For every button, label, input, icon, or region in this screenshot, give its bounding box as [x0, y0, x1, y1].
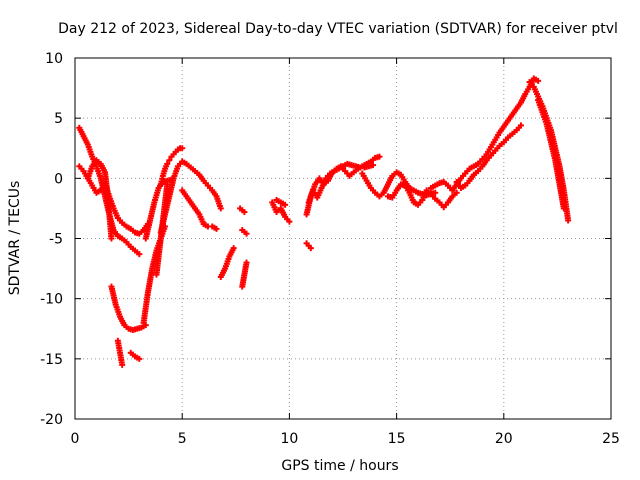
data-point — [376, 153, 383, 160]
data-points — [76, 75, 572, 368]
x-axis-label: GPS time / hours — [281, 458, 398, 474]
data-point — [213, 225, 220, 232]
y-tick-label: -15 — [40, 352, 63, 368]
y-tick-label: 10 — [45, 51, 63, 67]
data-point — [136, 251, 143, 258]
x-tick-label: 25 — [602, 431, 620, 447]
data-point — [286, 218, 293, 225]
data-point — [164, 181, 171, 188]
x-tick-label: 10 — [280, 431, 298, 447]
x-tick-label: 0 — [71, 431, 80, 447]
chart-title: Day 212 of 2023, Sidereal Day-to-day VTE… — [58, 21, 618, 37]
x-tick-label: 20 — [495, 431, 513, 447]
data-point — [166, 157, 173, 164]
data-point — [243, 230, 250, 237]
data-point — [243, 259, 250, 266]
x-tick-label: 5 — [178, 431, 187, 447]
y-tick-label: -5 — [49, 232, 63, 248]
data-point — [282, 201, 289, 208]
y-axis-label: SDTVAR / TECUs — [7, 181, 23, 296]
data-point — [432, 189, 439, 196]
data-point — [517, 122, 524, 129]
y-tick-label: -20 — [40, 412, 63, 428]
data-point — [136, 355, 143, 362]
y-tick-label: 5 — [54, 111, 63, 127]
data-point — [560, 205, 567, 212]
data-point — [230, 245, 237, 252]
y-tick-label: 0 — [54, 171, 63, 187]
data-point — [108, 235, 115, 242]
data-point — [164, 160, 171, 167]
data-point — [241, 209, 248, 216]
data-point — [370, 162, 377, 169]
data-point — [119, 361, 126, 368]
data-point — [535, 77, 542, 84]
x-tick-label: 15 — [388, 431, 406, 447]
data-point — [179, 145, 186, 152]
data-point — [307, 245, 314, 252]
y-tick-label: -10 — [40, 292, 63, 308]
grid — [75, 58, 611, 419]
data-point — [453, 189, 460, 196]
data-point — [217, 205, 224, 212]
ticks: 0 5 10 15 20 25 -20 -15 -10 -5 0 5 10 — [40, 51, 620, 447]
data-point — [565, 217, 572, 224]
